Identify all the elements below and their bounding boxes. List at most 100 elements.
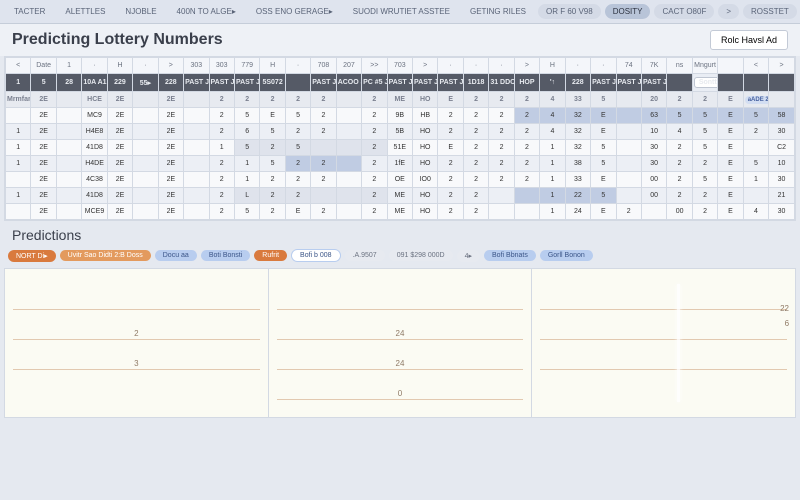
tool-cell-0[interactable]: Mrmfare [6, 92, 31, 108]
top-tab-5[interactable]: SUODI WRUTIET ASSTEE [345, 4, 458, 19]
prediction-pill-7[interactable]: 091 $298 000D [389, 250, 453, 261]
prediction-pill-8[interactable]: 4▸ [457, 250, 480, 262]
tool-cell-24[interactable] [616, 92, 641, 108]
col-header-6[interactable]: > [158, 58, 183, 74]
tool-cell-19[interactable]: 2 [489, 92, 514, 108]
prediction-pill-3[interactable]: Boti Bonsti [201, 250, 250, 261]
top-tab-4[interactable]: OSS ENO GERAGE▸ [248, 4, 341, 19]
tool-cell-2[interactable] [56, 92, 81, 108]
col-header-27[interactable]: Mngurt [692, 58, 717, 74]
col-header-4[interactable]: H [107, 58, 132, 74]
prediction-pill-2[interactable]: Docu aa [155, 250, 197, 261]
dark-header-12: PAST JOCO [311, 74, 336, 92]
col-header-5[interactable]: · [133, 58, 158, 74]
col-header-30[interactable]: > [769, 58, 795, 74]
tool-cell-11[interactable]: 2 [285, 92, 310, 108]
tool-cell-15[interactable]: ME [387, 92, 412, 108]
col-header-7[interactable]: 303 [184, 58, 209, 74]
col-header-29[interactable]: < [743, 58, 768, 74]
tool-cell-10[interactable]: 2 [260, 92, 285, 108]
chart-panel-0[interactable]: 23 [5, 269, 269, 417]
col-header-0[interactable]: < [6, 58, 31, 74]
tool-cell-20[interactable]: 2 [514, 92, 539, 108]
col-header-8[interactable]: 303 [209, 58, 234, 74]
col-header-17[interactable]: · [438, 58, 463, 74]
tool-cell-16[interactable]: HO [413, 92, 438, 108]
tool-cell-25[interactable]: 20 [641, 92, 666, 108]
top-tab-6[interactable]: GETING RILES [462, 4, 534, 19]
chart-panel-2[interactable]: 226 [532, 269, 795, 417]
tool-cell-26[interactable]: 2 [667, 92, 692, 108]
tool-cell-28[interactable]: E [718, 92, 743, 108]
col-header-18[interactable]: · [463, 58, 488, 74]
prediction-pill-0[interactable]: NORT Di▸ [8, 250, 56, 262]
tool-cell-23[interactable]: 5 [591, 92, 616, 108]
tool-cell-18[interactable]: 2 [463, 92, 488, 108]
col-header-22[interactable]: · [565, 58, 590, 74]
tool-cell-7[interactable] [184, 92, 209, 108]
top-tab-2[interactable]: NJOBLE [117, 4, 164, 19]
tool-cell-9[interactable]: 2 [234, 92, 259, 108]
col-header-15[interactable]: 703 [387, 58, 412, 74]
top-tab-1[interactable]: ALETTLES [57, 4, 113, 19]
prediction-pill-4[interactable]: Rufrit [254, 250, 287, 261]
col-header-3[interactable]: · [82, 58, 107, 74]
top-tab-0[interactable]: TACTER [6, 4, 53, 19]
col-header-21[interactable]: H [540, 58, 565, 74]
col-header-9[interactable]: 779 [234, 58, 259, 74]
col-header-19[interactable]: · [489, 58, 514, 74]
tool-cell-22[interactable]: 33 [565, 92, 590, 108]
col-header-24[interactable]: 74 [616, 58, 641, 74]
table-row[interactable]: 12E41D82E2E2L222MEHO2212250022E21 [6, 188, 795, 204]
col-header-23[interactable]: · [591, 58, 616, 74]
col-header-20[interactable]: > [514, 58, 539, 74]
top-tab-9[interactable]: CACT O80F [654, 4, 714, 19]
table-row[interactable]: 2E4C382E2E212222OEIO02222133E0025E130 [6, 172, 795, 188]
table-row[interactable]: 2EMC92E2E25E5229BHB2222432E6355E558 [6, 108, 795, 124]
prediction-pill-10[interactable]: Gorll Bonon [540, 250, 593, 261]
tool-cell-5[interactable] [133, 92, 158, 108]
table-row[interactable]: 12E41D82E2E1525251EHOE22213253025EC2 [6, 140, 795, 156]
tool-cell-12[interactable]: 2 [311, 92, 336, 108]
col-header-1[interactable]: Date [31, 58, 56, 74]
prediction-pill-6[interactable]: .A.9507 [345, 250, 385, 261]
top-tab-8[interactable]: DOSITY [605, 4, 651, 19]
pill-badge[interactable]: aADE 20 0 [745, 96, 769, 104]
tool-cell-8[interactable]: 2 [209, 92, 234, 108]
top-tab-10[interactable]: > [718, 4, 739, 19]
tool-cell-14[interactable]: 2 [362, 92, 387, 108]
col-header-16[interactable]: > [413, 58, 438, 74]
col-header-25[interactable]: 7K [641, 58, 666, 74]
sort-button[interactable]: Sontt [694, 77, 718, 88]
top-tab-3[interactable]: 400N TO ALGE▸ [169, 4, 244, 19]
tool-cell-21[interactable]: 4 [540, 92, 565, 108]
top-tab-11[interactable]: ROSSTET [743, 4, 797, 19]
tool-cell-13[interactable] [336, 92, 361, 108]
tool-cell-27[interactable]: 2 [692, 92, 717, 108]
table-row[interactable]: 2EMCE92E2E252E22MEHO22124E2002E430 [6, 204, 795, 220]
prediction-pill-5[interactable]: Bofi b 008 [291, 249, 341, 262]
tool-cell-4[interactable]: 2E [107, 92, 132, 108]
tool-cell-30[interactable] [769, 92, 795, 108]
col-header-28[interactable] [718, 58, 743, 74]
tool-cell-29[interactable]: aADE 20 0 [743, 92, 768, 108]
chart-panel-1[interactable]: 24240 [269, 269, 533, 417]
tool-cell-6[interactable]: 2E [158, 92, 183, 108]
tool-cell-3[interactable]: HCE [82, 92, 107, 108]
tool-cell-1[interactable]: 2E [31, 92, 56, 108]
tool-cell-17[interactable]: E [438, 92, 463, 108]
table-row[interactable]: 12EH4E82E2E2652225BHO2222432E1045E230 [6, 124, 795, 140]
top-tab-7[interactable]: OR F 60 V98 [538, 4, 601, 19]
prediction-pill-9[interactable]: Bofi Bbnats [484, 250, 536, 261]
col-header-14[interactable]: >> [362, 58, 387, 74]
col-header-12[interactable]: 708 [311, 58, 336, 74]
col-header-11[interactable]: · [285, 58, 310, 74]
prediction-pill-1[interactable]: Uvitr Sao Didti 2:B Doss [60, 250, 151, 261]
table-row[interactable]: 12EH4DE2E2E2152221fEHO222213853022E510 [6, 156, 795, 172]
chart-marker[interactable] [677, 284, 680, 402]
col-header-13[interactable]: 207 [336, 58, 361, 74]
col-header-10[interactable]: H [260, 58, 285, 74]
role-button[interactable]: Rolc Havsl Ad [710, 30, 788, 50]
col-header-2[interactable]: 1 [56, 58, 81, 74]
col-header-26[interactable]: ns [667, 58, 692, 74]
